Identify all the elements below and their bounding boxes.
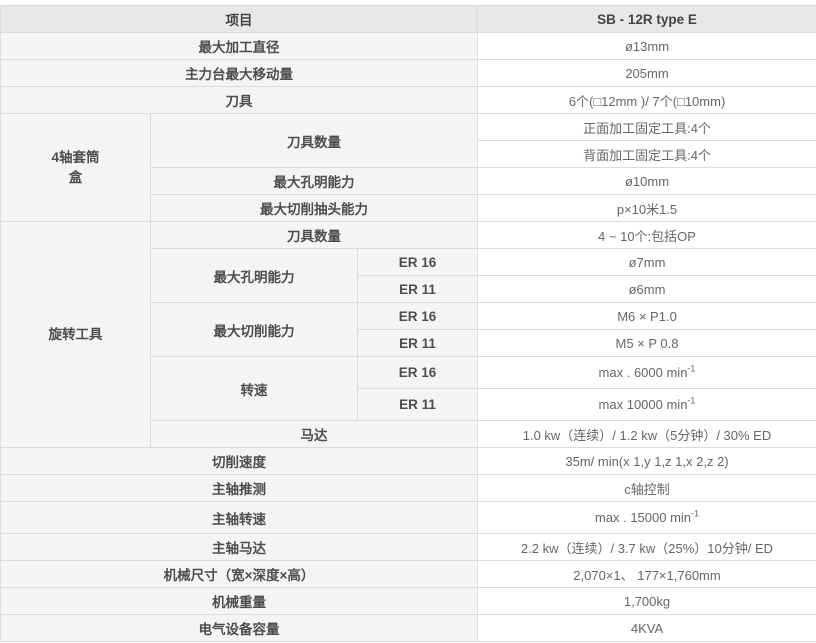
spec-label: 主力台最大移动量 [0, 59, 478, 87]
er-size-label: ER 11 [357, 275, 478, 303]
table-row: 电气设备容量 4KVA [0, 614, 816, 642]
spec-label: 主轴马达 [0, 533, 478, 561]
spec-value: max . 15000 min-1 [477, 501, 816, 534]
spec-header-item: 项目 [0, 5, 478, 33]
spec-label: 马达 [150, 420, 478, 448]
spec-label: 最大孔明能力 [150, 248, 358, 303]
table-row: 马达 1.0 kw（连续）/ 1.2 kw（5分钟）/ 30% ED [1, 420, 816, 448]
spec-value: ø10mm [477, 167, 816, 195]
spec-value: M5 × P 0.8 [477, 329, 816, 357]
spec-label: 切削速度 [0, 447, 478, 475]
er-size-label: ER 16 [357, 248, 478, 276]
table-row: 机械尺寸（宽×深度×高） 2,070×1、 177×1,760mm [0, 560, 816, 588]
spec-label: 刀具数量 [150, 221, 478, 249]
spec-value: p×10米1.5 [477, 194, 816, 222]
spec-value: 1.0 kw（连续）/ 1.2 kw（5分钟）/ 30% ED [477, 420, 816, 448]
table-row: 切削速度 35m/ min(x 1,y 1,z 1,x 2,z 2) [0, 447, 816, 475]
er-size-label: ER 11 [357, 388, 478, 421]
spec-label: 最大加工直径 [0, 32, 478, 60]
er-size-label: ER 16 [357, 302, 478, 330]
table-row: 最大加工直径 ø13mm [0, 32, 816, 60]
table-row: ER 11 ø6mm [1, 275, 816, 303]
spec-value: 35m/ min(x 1,y 1,z 1,x 2,z 2) [477, 447, 816, 475]
spec-label: 主轴转速 [0, 501, 478, 534]
spec-label: 机械尺寸（宽×深度×高） [0, 560, 478, 588]
spec-value: ø7mm [477, 248, 816, 276]
table-row: ER 11 M5 × P 0.8 [1, 329, 816, 357]
spec-value: ø6mm [477, 275, 816, 303]
spec-label: 刀具数量 [150, 113, 478, 168]
spec-label: 刀具 [0, 86, 478, 114]
spec-value: 2,070×1、 177×1,760mm [477, 560, 816, 588]
spec-table: 项目 SB - 12R type E 最大加工直径 ø13mm 主力台最大移动量… [0, 5, 816, 642]
er-size-label: ER 11 [357, 329, 478, 357]
spec-value: 4KVA [477, 614, 816, 642]
spec-value: max 10000 min-1 [477, 388, 816, 421]
table-row: 主力台最大移动量 205mm [0, 59, 816, 87]
spec-value: 正面加工固定工具:4个 [477, 113, 816, 141]
spec-value: 2.2 kw（连续）/ 3.7 kw（25%）10分钟/ ED [477, 533, 816, 561]
spec-label: 主轴推测 [0, 474, 478, 502]
table-row: 主轴转速 max . 15000 min-1 [0, 501, 816, 534]
table-header-row: 项目 SB - 12R type E [0, 5, 816, 33]
table-row: 主轴推测 c轴控制 [0, 474, 816, 502]
spec-value: max . 6000 min-1 [477, 356, 816, 389]
table-row: 刀具 6个(□12mm )/ 7个(□10mm) [0, 86, 816, 114]
spec-label: 最大孔明能力 [150, 167, 478, 195]
table-row: 转速 ER 16 max . 6000 min-1 [1, 356, 816, 421]
table-row: 背面加工固定工具:4个 [1, 140, 816, 168]
table-row: 4轴套筒 盒 刀具数量 正面加工固定工具:4个 [0, 113, 816, 222]
table-row: 最大切削抽头能力 p×10米1.5 [1, 194, 816, 222]
table-row: 最大切削能力 ER 16 M6 × P1.0 [1, 302, 816, 357]
group-label-rotary: 旋转工具 [0, 221, 151, 448]
table-row: 机械重量 1,700kg [0, 587, 816, 615]
spec-label: 转速 [150, 356, 358, 421]
spec-value: 6个(□12mm )/ 7个(□10mm) [477, 86, 816, 114]
spec-header-model: SB - 12R type E [477, 5, 816, 33]
group-label-sleeve: 4轴套筒 盒 [0, 113, 151, 222]
spec-value: M6 × P1.0 [477, 302, 816, 330]
table-row: 最大孔明能力 ER 16 ø7mm [1, 248, 816, 303]
spec-value: c轴控制 [477, 474, 816, 502]
spec-label: 最大切削能力 [150, 302, 358, 357]
spec-label: 最大切削抽头能力 [150, 194, 478, 222]
er-size-label: ER 16 [357, 356, 478, 389]
spec-value: 205mm [477, 59, 816, 87]
spec-label: 机械重量 [0, 587, 478, 615]
spec-value: 1,700kg [477, 587, 816, 615]
spec-value: 4 ~ 10个:包括OP [477, 221, 816, 249]
table-row: ER 11 max 10000 min-1 [1, 388, 816, 421]
spec-value: 背面加工固定工具:4个 [477, 140, 816, 168]
table-row: 主轴马达 2.2 kw（连续）/ 3.7 kw（25%）10分钟/ ED [0, 533, 816, 561]
spec-value: ø13mm [477, 32, 816, 60]
table-row: 旋转工具 刀具数量 4 ~ 10个:包括OP [0, 221, 816, 448]
spec-label: 电气设备容量 [0, 614, 478, 642]
